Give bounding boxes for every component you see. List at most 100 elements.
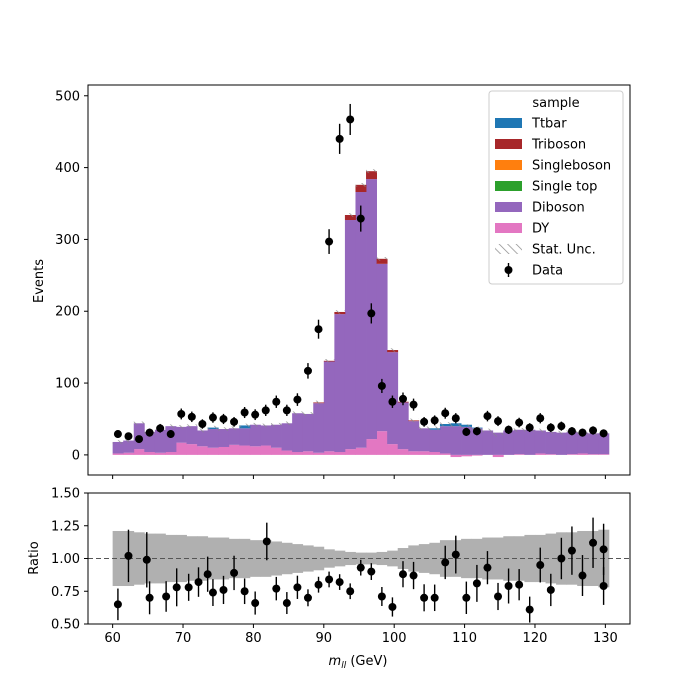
histogram-bar bbox=[313, 452, 325, 455]
histogram-bar bbox=[334, 314, 346, 453]
legend-entry: Single top bbox=[495, 180, 597, 195]
ratio-point bbox=[240, 578, 249, 605]
legend-title: sample bbox=[532, 96, 579, 111]
histogram-bar bbox=[482, 430, 494, 455]
x-tick-label: 60 bbox=[104, 631, 121, 646]
data-point bbox=[589, 426, 598, 435]
histogram-bar bbox=[334, 452, 346, 455]
ratio-point bbox=[145, 581, 154, 615]
data-point bbox=[261, 404, 270, 417]
ratio-y-tick: 0.50 bbox=[51, 618, 88, 633]
ratio-y-tick-label: 0.50 bbox=[51, 618, 80, 633]
data-point bbox=[124, 432, 133, 441]
histogram-bar bbox=[302, 451, 314, 455]
x-tick: 80 bbox=[245, 624, 262, 646]
histogram-bar bbox=[471, 428, 483, 455]
stat-unc-hatch bbox=[556, 430, 567, 435]
stat-unc-hatch bbox=[461, 424, 472, 428]
data-point bbox=[230, 416, 239, 427]
ratio-unc-bar bbox=[313, 546, 325, 571]
data-point bbox=[367, 303, 376, 324]
data-point bbox=[515, 417, 524, 428]
histogram-bar bbox=[534, 453, 546, 455]
data-point bbox=[335, 123, 344, 154]
histogram-bar bbox=[165, 452, 177, 455]
histogram-bar bbox=[186, 426, 198, 445]
stat-unc-hatch bbox=[376, 257, 388, 261]
histogram-bar bbox=[418, 451, 430, 455]
histogram-bar bbox=[112, 453, 124, 455]
histogram-bar bbox=[534, 430, 546, 454]
stat-unc-hatch bbox=[165, 424, 176, 428]
legend-label: Singleboson bbox=[532, 159, 611, 174]
x-tick-label: 120 bbox=[523, 631, 548, 646]
stat-unc-hatch bbox=[292, 411, 303, 416]
main-plot-panel: 0 100 200 300 400 500 Events bbox=[32, 84, 631, 479]
legend-swatch bbox=[495, 223, 522, 233]
stat-unc-hatch bbox=[207, 425, 219, 430]
x-axis: 60 70 80 90 100 110 120 130 bbox=[104, 624, 618, 646]
stat-unc-hatch bbox=[239, 423, 250, 428]
histogram-bar bbox=[175, 442, 187, 455]
x-tick: 130 bbox=[593, 624, 618, 646]
histogram-bar bbox=[165, 426, 177, 453]
histogram-bar bbox=[513, 454, 525, 455]
stat-unc-hatch bbox=[313, 400, 324, 405]
data-point bbox=[187, 411, 196, 423]
ratio-y-tick-label: 1.50 bbox=[51, 487, 80, 502]
histogram-bar bbox=[239, 445, 251, 455]
data-point bbox=[177, 408, 186, 420]
ratio-unc-bar bbox=[281, 542, 293, 575]
data-point bbox=[356, 205, 365, 232]
legend-entry: Triboson bbox=[495, 138, 586, 153]
ratio-point bbox=[388, 597, 397, 617]
stat-unc-hatch bbox=[175, 425, 187, 429]
stat-unc-hatch bbox=[482, 428, 493, 433]
stat-unc-hatch bbox=[133, 421, 145, 426]
ratio-point bbox=[494, 582, 503, 611]
ratio-point bbox=[251, 591, 260, 615]
data-point bbox=[462, 427, 471, 436]
y-tick-label: 300 bbox=[55, 233, 80, 248]
stat-unc-hatch bbox=[366, 169, 377, 174]
histogram-bar bbox=[313, 403, 325, 453]
histogram-bar bbox=[577, 453, 589, 455]
histogram-bar bbox=[397, 402, 409, 450]
histogram-bar bbox=[344, 220, 356, 450]
data-point bbox=[219, 413, 228, 425]
ratio-y-tick-label: 1.00 bbox=[51, 552, 80, 567]
histogram-bar bbox=[355, 447, 367, 455]
data-point bbox=[420, 416, 429, 427]
stat-unc-hatch bbox=[249, 422, 261, 427]
x-tick-label: 110 bbox=[452, 631, 477, 646]
ratio-point bbox=[525, 596, 534, 623]
histogram-bar bbox=[323, 451, 335, 455]
stat-unc-hatch bbox=[344, 213, 356, 217]
data-point bbox=[525, 423, 534, 433]
legend-label: DY bbox=[532, 222, 549, 237]
ratio-point bbox=[462, 581, 471, 615]
data-point bbox=[113, 430, 122, 439]
data-point bbox=[557, 421, 566, 431]
legend-marker bbox=[504, 266, 513, 274]
top-axes-frame bbox=[87, 84, 631, 476]
stat-unc-hatch bbox=[218, 427, 229, 431]
x-tick: 90 bbox=[316, 624, 332, 646]
histogram-bar bbox=[249, 424, 261, 447]
histogram-bar bbox=[418, 428, 430, 452]
stat-unc-hatch bbox=[355, 183, 367, 187]
ratio-point bbox=[356, 559, 365, 576]
histogram-bar bbox=[566, 454, 578, 455]
ratio-point bbox=[578, 555, 587, 596]
histogram-bar bbox=[397, 449, 409, 455]
x-tick: 100 bbox=[382, 624, 407, 646]
histogram-bar bbox=[376, 431, 388, 455]
ratio-point bbox=[451, 535, 460, 574]
stat-unc-hatch bbox=[450, 423, 462, 428]
histogram-bar bbox=[439, 453, 451, 455]
ratio-point bbox=[599, 523, 608, 575]
histogram-bar bbox=[577, 432, 589, 454]
histogram-bar bbox=[228, 428, 240, 445]
stat-unc-hatch bbox=[186, 424, 198, 428]
stat-unc-hatch bbox=[534, 428, 546, 433]
